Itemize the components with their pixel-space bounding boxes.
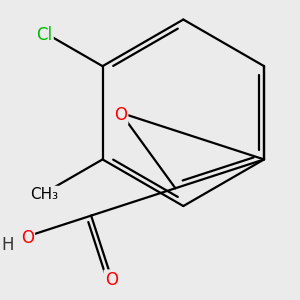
- Text: O: O: [21, 230, 34, 247]
- Text: H: H: [1, 236, 13, 254]
- Text: Cl: Cl: [36, 26, 52, 44]
- Text: O: O: [114, 106, 127, 124]
- Text: O: O: [105, 271, 118, 289]
- Text: CH₃: CH₃: [30, 187, 58, 202]
